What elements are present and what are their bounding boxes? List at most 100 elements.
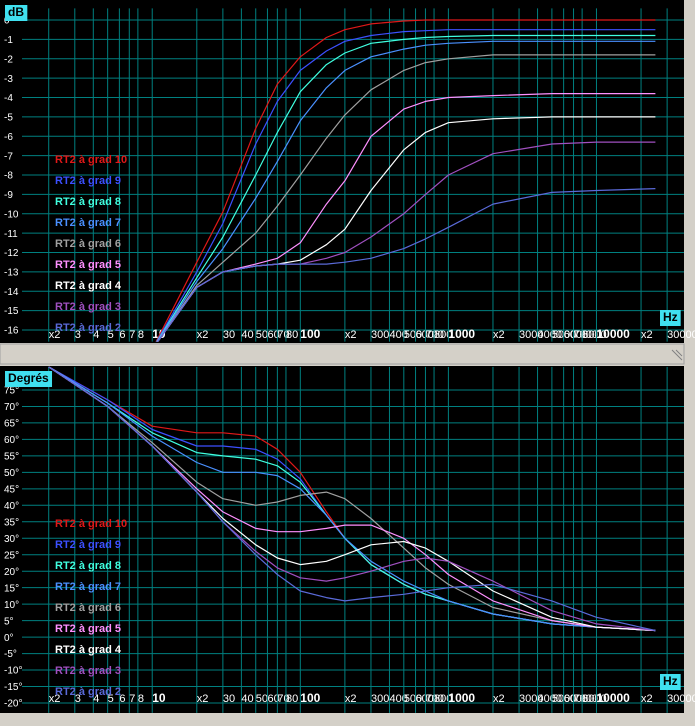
x-tick-label: 60	[267, 329, 279, 341]
x-tick-label: x2	[197, 329, 209, 341]
y-tick-label: -10	[4, 209, 19, 220]
x-axis-title: Hz	[663, 310, 678, 324]
series-line	[155, 19, 656, 342]
x-tick-label: 700	[425, 693, 443, 705]
y-tick-label: -3	[4, 74, 13, 85]
legend-entry: RT2 à grad 8	[55, 560, 121, 572]
x-tick-label: 10000	[596, 327, 630, 341]
y-tick-label: 70°	[4, 402, 19, 413]
y-tick-label: 55°	[4, 452, 19, 463]
y-tick-label: -5°	[4, 649, 17, 660]
x-tick-label: 500	[404, 693, 422, 705]
series-line	[156, 40, 656, 342]
x-tick-label: x2	[345, 329, 357, 341]
x-tick-label: 10	[152, 691, 166, 705]
y-tick-label: 15°	[4, 583, 19, 594]
x-tick-label: x2	[641, 329, 653, 341]
y-tick-label: -9	[4, 190, 13, 201]
plot-background	[0, 366, 684, 713]
x-tick-label: 5000	[552, 329, 576, 341]
y-tick-label: 25°	[4, 550, 19, 561]
x-tick-label: 70	[277, 329, 289, 341]
x-tick-label: 5	[108, 329, 114, 341]
x-tick-label: 700	[425, 329, 443, 341]
y-tick-label: 65°	[4, 419, 19, 430]
x-tick-label: x2	[641, 693, 653, 705]
x-tick-label: 3	[75, 693, 81, 705]
x-tick-label: x2	[197, 693, 209, 705]
x-tick-label: 7	[129, 329, 135, 341]
x-tick-label: 10000	[596, 691, 630, 705]
legend-entry: RT2 à grad 6	[55, 238, 121, 250]
x-tick-label: 80	[286, 329, 298, 341]
legend-entry: RT2 à grad 8	[55, 196, 121, 208]
y-tick-label: -15	[4, 306, 19, 317]
series-line	[156, 34, 656, 342]
x-tick-label: 100	[300, 691, 320, 705]
x-tick-label: 30000	[667, 329, 695, 341]
x-tick-label: x2	[493, 329, 505, 341]
x-axis-title-box	[660, 310, 681, 326]
legend-entry: RT2 à grad 2	[55, 686, 121, 698]
legend-entry: RT2 à grad 4	[55, 644, 122, 656]
y-axis-title: dB	[8, 5, 24, 19]
x-axis-title-box	[660, 674, 681, 690]
x-tick-label: 6	[119, 329, 125, 341]
y-tick-label: 0	[4, 16, 10, 27]
x-tick-label: 40	[241, 329, 253, 341]
x-tick-label: x2	[49, 693, 61, 705]
legend-entry: RT2 à grad 7	[55, 217, 121, 229]
y-tick-label: 75°	[4, 386, 19, 397]
series-line	[48, 366, 656, 632]
y-axis-title-box	[5, 5, 28, 21]
y-tick-label: -20°	[4, 699, 22, 710]
x-tick-label: 100	[300, 327, 320, 341]
x-tick-label: 300	[371, 329, 389, 341]
x-tick-label: x2	[49, 329, 61, 341]
y-tick-label: -14	[4, 287, 19, 298]
resize-grip	[671, 349, 683, 361]
x-tick-label: 400	[389, 693, 407, 705]
y-tick-label: -10°	[4, 666, 22, 677]
x-tick-label: 8	[138, 693, 144, 705]
y-tick-label: 50°	[4, 468, 19, 479]
x-tick-label: 4000	[538, 329, 562, 341]
y-tick-label: -1	[4, 35, 13, 46]
x-tick-label: 800	[434, 693, 452, 705]
y-tick-label: -16	[4, 326, 19, 337]
x-tick-label: 500	[404, 329, 422, 341]
y-tick-label: 40°	[4, 501, 19, 512]
y-axis-title-box	[5, 371, 53, 387]
x-tick-label: 400	[389, 329, 407, 341]
x-tick-label: 7000	[574, 329, 598, 341]
x-tick-label: 600	[416, 693, 434, 705]
x-tick-label: 8000	[582, 329, 606, 341]
y-tick-label: 60°	[4, 435, 19, 446]
x-tick-label: 4000	[538, 693, 562, 705]
x-tick-label: 300	[371, 693, 389, 705]
series-line	[48, 366, 656, 632]
x-tick-label: 5	[108, 693, 114, 705]
x-tick-label: 50	[256, 329, 268, 341]
legend-entry: RT2 à grad 2	[55, 322, 121, 334]
x-tick-label: 1000	[448, 691, 475, 705]
x-tick-label: 800	[434, 329, 452, 341]
y-tick-label: 30°	[4, 534, 19, 545]
x-tick-label: x2	[493, 693, 505, 705]
y-axis-title: Degrés	[8, 371, 49, 385]
x-tick-label: 6	[119, 693, 125, 705]
y-tick-label: -15°	[4, 682, 22, 693]
y-tick-label: 20°	[4, 567, 19, 578]
plot-background	[0, 0, 684, 343]
y-tick-label: 10°	[4, 600, 19, 611]
legend-entry: RT2 à grad 7	[55, 581, 121, 593]
x-tick-label: 80	[286, 693, 298, 705]
x-tick-label: 8000	[582, 693, 606, 705]
x-tick-label: 7	[129, 693, 135, 705]
x-tick-label: 1000	[448, 327, 475, 341]
y-tick-label: 5°	[4, 616, 14, 627]
y-tick-label: -5	[4, 113, 13, 124]
series-line	[156, 54, 656, 342]
y-tick-label: 0°	[4, 633, 14, 644]
legend-entry: RT2 à grad 4	[55, 280, 122, 292]
